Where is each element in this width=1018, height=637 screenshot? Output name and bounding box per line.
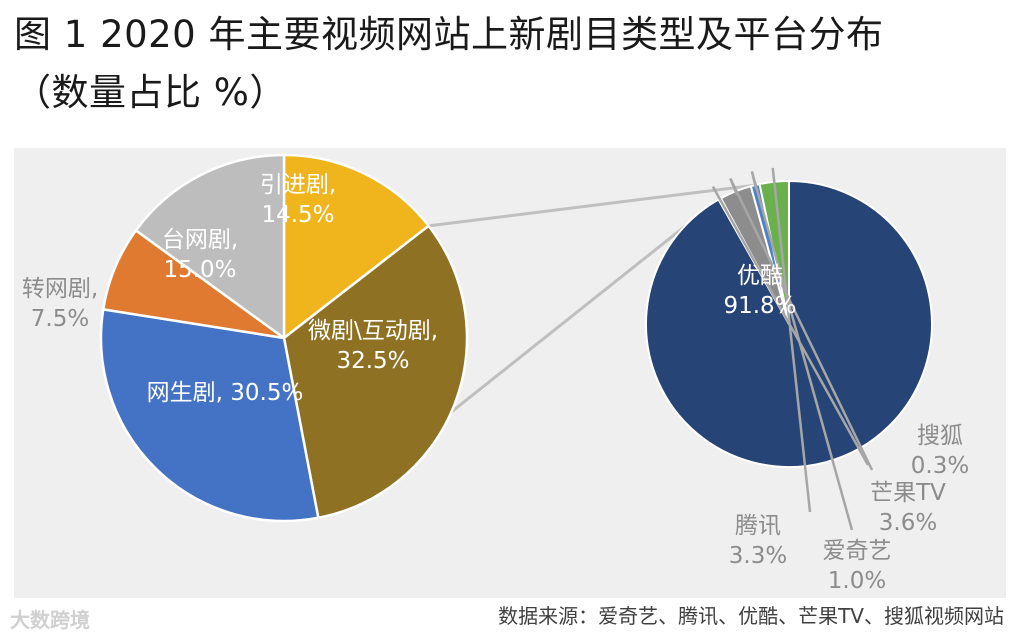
source-note: 数据来源：爱奇艺、腾讯、优酷、芒果TV、搜狐视频网站	[498, 604, 1004, 628]
chart-title-line2: （数量占比 %）	[14, 71, 287, 114]
right-pie-label-2: 芒果TV 3.6%	[870, 480, 946, 536]
connector-line-top	[428, 179, 790, 228]
right-pie-label-0: 优酷 91.8%	[723, 263, 796, 319]
right-pie-label-3: 爱奇艺 1.0%	[823, 538, 892, 594]
right-pie-leader-4	[771, 167, 812, 513]
right-pie-leader-2	[729, 177, 874, 471]
right-pie-label-1: 搜狐 0.3%	[911, 423, 969, 479]
watermark-logo: 大数跨境	[10, 608, 90, 632]
left-pie-slice-0	[282, 153, 431, 341]
right-pie-leader-1	[711, 186, 870, 466]
left-pie-label-1: 微剧\互动剧, 32.5%	[308, 318, 438, 374]
left-pie-slice-1	[282, 224, 469, 520]
right-pie-leader-3	[750, 171, 854, 531]
chart-title: 图 1 2020 年主要视频网站上新剧目类型及平台分布 （数量占比 %）	[14, 6, 1004, 122]
left-pie-label-0: 引进剧, 14.5%	[260, 172, 336, 228]
right-pie-label-4: 腾讯 3.3%	[729, 513, 787, 569]
left-pie-label-4: 台网剧, 15.0%	[162, 227, 238, 283]
left-pie-label-3: 转网剧, 7.5%	[22, 276, 98, 332]
left-pie-label-2: 网生剧, 30.5%	[147, 380, 304, 406]
chart-title-line1: 图 1 2020 年主要视频网站上新剧目类型及平台分布	[14, 13, 884, 56]
left-pie-slice-2	[99, 307, 320, 523]
left-pie-slice-4	[134, 153, 286, 341]
